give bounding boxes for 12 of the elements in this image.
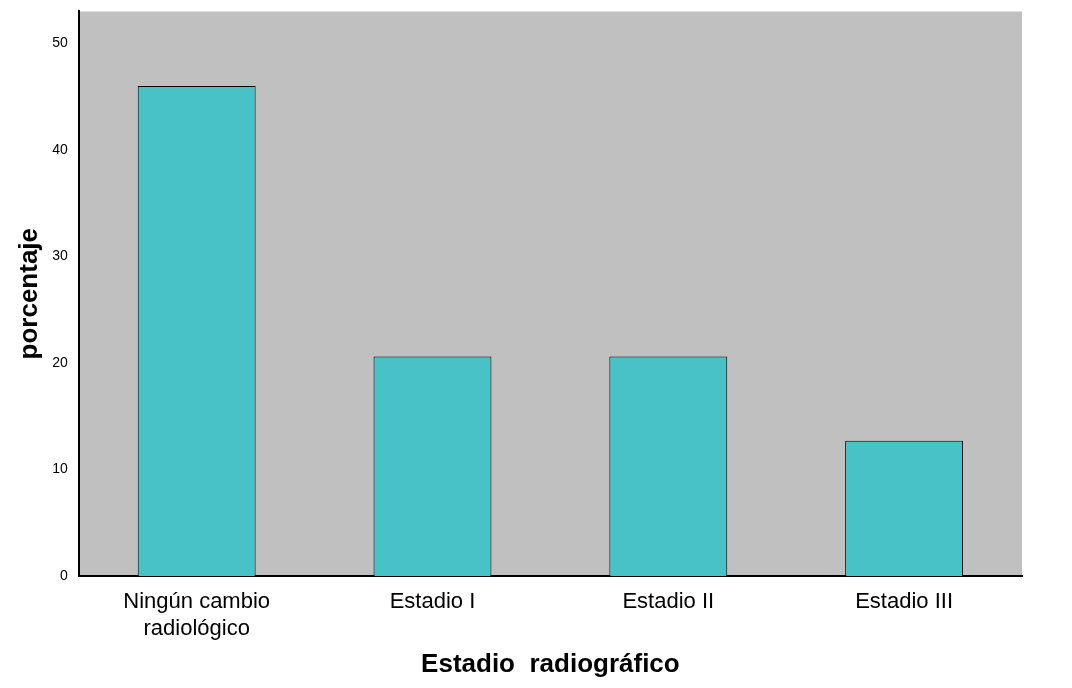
x-tick-label: Estadio I — [389, 588, 476, 614]
y-tick-label: 0 — [59, 566, 68, 583]
y-tick-label: 10 — [52, 460, 68, 477]
y-axis-title: porcentaje — [12, 227, 43, 360]
y-tick-label: 30 — [52, 247, 68, 264]
y-tick-label: 20 — [52, 353, 68, 370]
x-tick-label: Estadio II — [622, 588, 715, 614]
x-axis-title: Estadio radiográfico — [421, 647, 680, 678]
y-tick-label: 50 — [52, 34, 68, 51]
y-tick-label: 40 — [52, 140, 68, 157]
x-tick-label: Estadio III — [855, 588, 954, 614]
x-tick-label: Ningún cambio radiológico — [123, 588, 271, 640]
